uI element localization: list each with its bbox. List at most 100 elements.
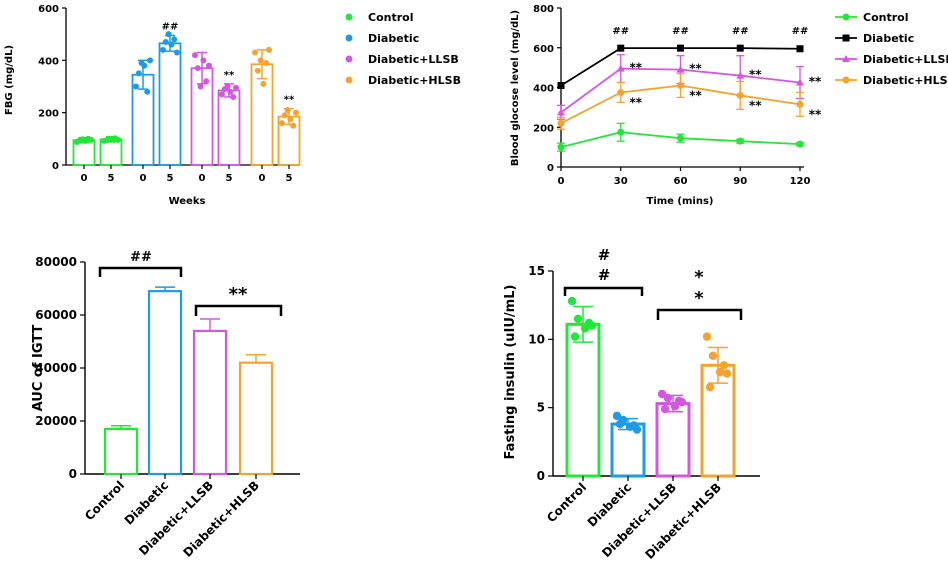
insulin-ytick-label: 5 <box>537 401 545 415</box>
fbg-point <box>133 83 139 90</box>
fbg-xtick-label: 0 <box>199 173 206 184</box>
auc-bar-Diabetic <box>147 290 183 476</box>
auc-hash-annotation: ## <box>130 250 152 265</box>
ogtt-xtick-label: 60 <box>674 176 688 187</box>
ogtt-point-Diabetic+HLSB <box>736 91 744 99</box>
fbg-ytick-label: 400 <box>38 56 59 67</box>
insulin-point <box>657 389 667 399</box>
ogtt-point-Control <box>617 128 625 136</box>
insulin-point <box>705 382 715 392</box>
fbg-point <box>135 70 142 77</box>
fbg-annotation: ** <box>284 95 295 106</box>
ogtt-hlsb-annotation: ** <box>749 98 762 112</box>
fbg-point <box>224 83 231 90</box>
ogtt-legend-label: Diabetic <box>863 32 914 45</box>
fbg-bar-Diabetic-w5 <box>158 42 182 166</box>
fbg-point <box>165 31 172 38</box>
insulin-point <box>702 332 712 341</box>
ogtt-xtick-label: 30 <box>614 176 628 187</box>
insulin-point <box>567 296 577 306</box>
fbg-point <box>162 39 169 46</box>
fbg-point <box>230 93 237 100</box>
insulin-point <box>708 351 718 360</box>
ogtt-xtick-label: 90 <box>733 176 747 187</box>
fbg-legend-marker <box>345 55 353 63</box>
fbg-ylabel: FBG (mg/dL) <box>4 45 15 115</box>
ogtt-point-Control <box>796 140 804 148</box>
fbg-point <box>279 120 285 127</box>
fbg-legend-label: Diabetic <box>368 32 419 45</box>
fbg-point <box>260 80 267 87</box>
auc-bracket-control-diabetic <box>98 266 183 277</box>
fbg-point <box>174 49 180 56</box>
ogtt-xlabel: Time (mins) <box>647 196 714 207</box>
ogtt-hlsb-annotation: ** <box>809 107 822 121</box>
ogtt-legend-marker <box>842 76 850 84</box>
ogtt-point-Diabetic+HLSB <box>557 119 565 127</box>
ogtt-point-Control <box>677 134 684 142</box>
fbg-point <box>141 62 148 69</box>
insulin-hash-annotation-2: # <box>598 266 611 284</box>
insulin-point <box>719 361 729 370</box>
fbg-legend-marker <box>345 34 353 42</box>
ogtt-ytick-label: 800 <box>533 4 554 15</box>
ogtt-ytick-label: 400 <box>533 84 554 95</box>
fbg-ytick-label: 0 <box>52 161 59 172</box>
fbg-point <box>263 59 270 66</box>
insulin-xtick-label: Control <box>544 480 589 525</box>
insulin-point <box>612 411 622 421</box>
fbg-point <box>203 78 210 85</box>
ogtt-hash-annotation: ## <box>612 26 629 37</box>
fbg-ytick-label: 200 <box>38 109 59 120</box>
fbg-xtick-label: 5 <box>286 173 293 184</box>
ogtt-legend-label: Diabetic+HLSB <box>863 74 948 87</box>
ogtt-llsb-annotation: ** <box>689 62 702 76</box>
fbg-point <box>219 91 225 98</box>
insulin-point <box>660 404 670 414</box>
ogtt-point-Diabetic <box>617 44 625 52</box>
ogtt-point-Diabetic <box>796 45 804 53</box>
ogtt-point-Diabetic+LLSB <box>796 78 804 86</box>
auc-star-annotation: ** <box>229 284 248 305</box>
ogtt-ytick-label: 200 <box>533 123 554 134</box>
insulin-star-annotation-1: * <box>694 267 704 288</box>
insulin-bracket-treatments <box>656 308 743 320</box>
insulin-point <box>663 393 673 403</box>
insulin-point <box>715 367 725 377</box>
fbg-point <box>206 62 212 69</box>
fbg-annotation: ** <box>224 70 235 81</box>
ogtt-point-Diabetic <box>736 44 744 52</box>
auc-bracket-treatments <box>194 304 283 316</box>
insulin-star-annotation-2: * <box>694 288 704 309</box>
auc-ytick-label: 60000 <box>35 308 77 322</box>
insulin-point <box>722 369 732 378</box>
ogtt-point-Control <box>557 143 565 151</box>
fbg-point <box>290 122 297 129</box>
fbg-point <box>200 57 207 64</box>
insulin-bar-Diabetic+LLSB <box>655 402 691 478</box>
insulin-point <box>570 332 580 341</box>
ogtt-llsb-annotation: ** <box>809 75 822 89</box>
insulin-ytick-label: 0 <box>537 469 545 483</box>
ogtt-point-Diabetic+LLSB <box>557 108 565 116</box>
fbg-legend-marker <box>345 13 353 21</box>
ogtt-point-Diabetic <box>677 44 684 52</box>
ogtt-llsb-annotation: ** <box>629 61 642 75</box>
auc-ytick-label: 80000 <box>35 255 77 269</box>
insulin-point <box>573 314 583 324</box>
fbg-point <box>147 57 153 64</box>
ogtt-hlsb-annotation: ** <box>689 89 702 103</box>
auc-ytick-label: 40000 <box>35 361 77 375</box>
fbg-xtick-label: 0 <box>259 173 266 184</box>
fbg-point <box>252 49 258 56</box>
insulin-hash-annotation-1: # <box>598 246 611 264</box>
ogtt-ylabel: Blood glocose level (mg/dL) <box>510 10 521 166</box>
insulin-ylabel: Fasting insulin (uIU/mL) <box>503 285 518 460</box>
fbg-point <box>287 116 294 123</box>
ogtt-legend-marker <box>842 34 850 42</box>
ogtt-point-Diabetic+HLSB <box>796 100 804 108</box>
fbg-point <box>192 52 198 59</box>
fbg-point <box>284 107 291 114</box>
ogtt-point-Diabetic <box>557 82 565 90</box>
